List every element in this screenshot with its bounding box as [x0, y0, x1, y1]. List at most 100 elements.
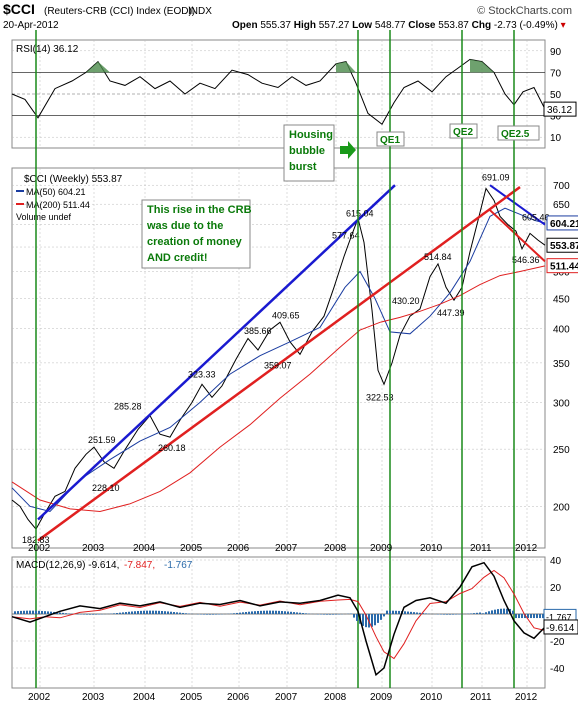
macd-histogram-bar: [422, 613, 424, 614]
ma50-line: [11, 207, 546, 513]
macd-histogram-bar: [287, 611, 289, 614]
red-trend-line: [37, 186, 521, 542]
chart-date: 20-Apr-2012: [3, 20, 59, 31]
macd-histogram-bar: [50, 611, 52, 614]
macd-histogram-bar: [29, 610, 31, 614]
macd-histogram-bar: [494, 609, 496, 614]
macd-histogram-bar: [389, 610, 391, 614]
macd-histogram-bar: [506, 608, 508, 614]
macd-histogram-bar: [182, 612, 184, 614]
qe1-label: QE1: [380, 135, 400, 146]
price-point-label: 260.18: [158, 443, 186, 453]
macd-histogram-bar: [353, 614, 355, 618]
macd-signal-legend: -7.847,: [124, 560, 155, 571]
macd-histogram-bar: [257, 610, 259, 614]
price-point-label: 577.64: [332, 230, 360, 240]
macd-histogram-bar: [452, 614, 454, 615]
macd-histogram-bar: [302, 613, 304, 614]
down-arrow-icon: ▾: [560, 20, 566, 31]
macd-histogram-bar: [239, 612, 241, 614]
macd-histogram-bar: [206, 614, 208, 615]
macd-panel-frame: [11, 556, 546, 689]
close-badge: 553.87: [550, 241, 578, 252]
housing-note-box: [283, 124, 335, 182]
year-label-bottom: 2008: [324, 692, 347, 703]
macd-histogram-bar: [215, 614, 217, 615]
macd-histogram-bar: [248, 611, 250, 614]
macd-histogram-bar: [323, 614, 325, 615]
macd-legend: MACD(12,26,9) -9.614,: [16, 560, 119, 571]
ma50-legend-label: MA(50) 604.21: [26, 187, 86, 197]
rsi-badge-box: [543, 101, 577, 117]
macd-histogram-bar: [62, 612, 64, 614]
year-label-mid: 2004: [133, 543, 156, 554]
high-value: 557.27: [318, 20, 350, 31]
macd-histogram-bar: [275, 610, 277, 614]
macd-line: [11, 561, 546, 677]
macd-histogram-bar: [299, 612, 301, 614]
price-point-label: 228.10: [92, 483, 120, 493]
macd-hist-legend: -1.767: [164, 560, 193, 571]
ma200-legend-label: MA(200) 511.44: [26, 200, 90, 210]
price-tick-label: 650: [553, 200, 570, 211]
macd-histogram-bar: [500, 608, 502, 614]
price-tick-label: 350: [553, 359, 570, 370]
rsi-overbought-fill-2: [470, 59, 494, 73]
macd-histogram-bar: [236, 612, 238, 614]
red-trend-line-2: [489, 209, 546, 263]
macd-histogram-bar: [416, 612, 418, 614]
macd-histogram-bar: [140, 610, 142, 614]
macd-histogram-bar: [47, 611, 49, 614]
high-label: High: [293, 20, 316, 31]
year-label-mid: 2008: [324, 543, 347, 554]
macd-hist-badge: -1.767: [546, 612, 572, 622]
price-legend-title: $CCI (Weekly) 553.87: [24, 174, 123, 185]
macd-histogram-bar: [119, 612, 121, 614]
macd-histogram-bar: [245, 611, 247, 614]
macd-histogram-bar: [254, 611, 256, 614]
rsi-overbought-fill-0: [86, 61, 110, 73]
chg-value: -2.73 (-0.49%): [493, 20, 558, 31]
macd-histogram-bar: [170, 611, 172, 614]
macd-histogram-bar: [326, 614, 328, 615]
macd-histogram-bar: [395, 610, 397, 614]
rsi-overbought-fill-1: [336, 61, 356, 73]
macd-histogram-bar: [281, 611, 283, 614]
macd-histogram-bar: [380, 614, 382, 620]
macd-histogram-bar: [146, 610, 148, 614]
macd-histogram-bar: [233, 613, 235, 614]
ma200-line: [11, 265, 546, 513]
close-label: Close: [408, 20, 436, 31]
price-tick-label: 700: [553, 181, 570, 192]
year-label-bottom: 2002: [28, 692, 51, 703]
price-tick-label: 200: [553, 502, 570, 513]
macd-histogram-bar: [539, 614, 541, 619]
low-value: 548.77: [374, 20, 406, 31]
year-label-bottom: 2007: [275, 692, 298, 703]
price-point-label: 514.84: [424, 252, 452, 262]
rsi-tick-label: 50: [550, 90, 562, 101]
qe2-label: QE2: [453, 127, 473, 138]
macd-histogram-bar: [503, 608, 505, 614]
macd-histogram-bar: [161, 611, 163, 614]
price-point-label: 323.33: [188, 369, 216, 379]
macd-histogram-bar: [35, 610, 37, 614]
housing-note-line: burst: [289, 161, 317, 173]
macd-histogram-bar: [491, 610, 493, 614]
price-line: [11, 187, 546, 530]
year-label-bottom: 2003: [82, 692, 105, 703]
macd-histogram-bar: [41, 610, 43, 614]
macd-histogram-bar: [128, 611, 130, 614]
price-point-label: 322.53: [366, 392, 394, 402]
macd-histogram-bar: [410, 611, 412, 614]
macd-histogram-bar: [152, 610, 154, 614]
macd-histogram-bar: [92, 614, 94, 615]
macd-histogram-bar: [533, 614, 535, 619]
macd-histogram-bar: [332, 614, 334, 615]
price-point-label: 359.07: [264, 360, 292, 370]
chart-symbol: $CCI: [3, 1, 35, 17]
macd-histogram-bar: [86, 614, 88, 615]
macd-histogram-bar: [23, 610, 25, 614]
price-panel-frame: [11, 167, 546, 549]
